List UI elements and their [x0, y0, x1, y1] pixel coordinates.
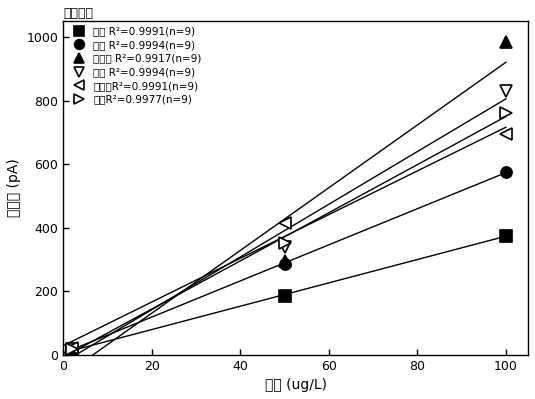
Y-axis label: 峰面积 (pA): 峰面积 (pA) [7, 158, 21, 217]
Legend: 乙酸 R²=0.9991(n=9), 丙酸 R²=0.9994(n=9), 异丁酸 R²=0.9917(n=9), 丁酸 R²=0.9994(n=9), 异戊酸: 乙酸 R²=0.9991(n=9), 丙酸 R²=0.9994(n=9), 异丁… [66, 24, 204, 107]
X-axis label: 浓度 (ug/L): 浓度 (ug/L) [265, 378, 327, 392]
Text: 标准曲线: 标准曲线 [63, 7, 93, 20]
